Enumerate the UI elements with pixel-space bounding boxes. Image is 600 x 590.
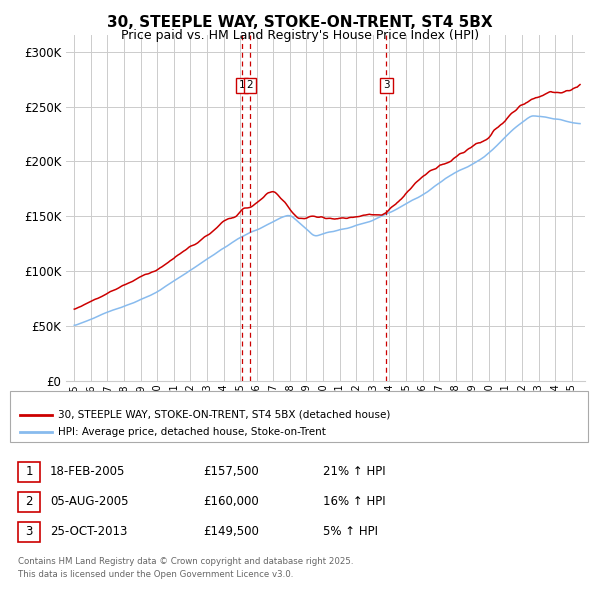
Bar <box>18 491 40 512</box>
Text: 5% ↑ HPI: 5% ↑ HPI <box>323 525 378 538</box>
Text: 18-FEB-2005: 18-FEB-2005 <box>50 465 125 478</box>
Text: £160,000: £160,000 <box>203 495 259 508</box>
Text: 3: 3 <box>383 80 389 90</box>
Text: £157,500: £157,500 <box>203 465 259 478</box>
Text: 2: 2 <box>247 80 253 90</box>
Bar <box>18 522 40 542</box>
Text: 30, STEEPLE WAY, STOKE-ON-TRENT, ST4 5BX (detached house): 30, STEEPLE WAY, STOKE-ON-TRENT, ST4 5BX… <box>58 409 391 419</box>
Bar <box>10 391 588 441</box>
Text: 2: 2 <box>25 495 33 508</box>
Text: 21% ↑ HPI: 21% ↑ HPI <box>323 465 386 478</box>
Text: Price paid vs. HM Land Registry's House Price Index (HPI): Price paid vs. HM Land Registry's House … <box>121 30 479 42</box>
Text: 3: 3 <box>25 525 32 538</box>
Bar <box>18 461 40 481</box>
Text: 25-OCT-2013: 25-OCT-2013 <box>50 525 127 538</box>
Text: £149,500: £149,500 <box>203 525 259 538</box>
Text: 1: 1 <box>25 465 33 478</box>
Text: HPI: Average price, detached house, Stoke-on-Trent: HPI: Average price, detached house, Stok… <box>58 427 326 437</box>
Text: 1: 1 <box>239 80 245 90</box>
Text: Contains HM Land Registry data © Crown copyright and database right 2025.
This d: Contains HM Land Registry data © Crown c… <box>18 557 353 579</box>
Text: 05-AUG-2005: 05-AUG-2005 <box>50 495 128 508</box>
Text: 30, STEEPLE WAY, STOKE-ON-TRENT, ST4 5BX: 30, STEEPLE WAY, STOKE-ON-TRENT, ST4 5BX <box>107 15 493 30</box>
Text: 16% ↑ HPI: 16% ↑ HPI <box>323 495 386 508</box>
